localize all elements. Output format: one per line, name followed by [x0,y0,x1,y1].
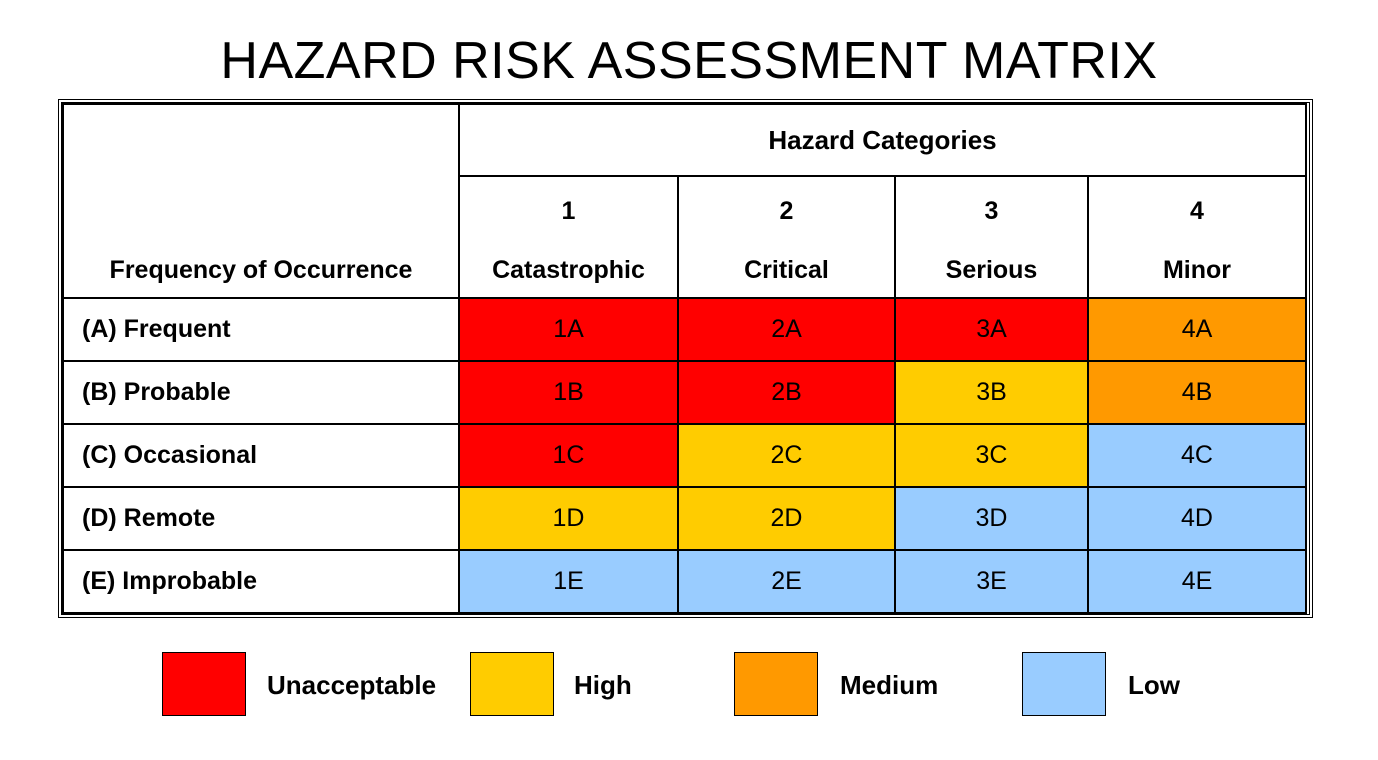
risk-cell: 2A [677,297,896,362]
risk-cell: 2D [677,486,896,551]
risk-cell: 1C [458,423,679,488]
risk-cell: 2E [677,549,896,614]
frequency-label: (B) Probable [62,360,460,425]
matrix-row-b: (B) Probable 1B 2B 3B 4B [62,360,1307,425]
risk-cell: 4A [1087,297,1307,362]
risk-cell: 4B [1087,360,1307,425]
frequency-label: (E) Improbable [62,549,460,614]
matrix-frame [58,99,1313,618]
risk-matrix: Frequency of Occurrence Hazard Categorie… [62,103,1307,614]
category-name: Catastrophic [492,256,645,284]
category-number: 3 [984,197,999,225]
hazard-categories-header: Hazard Categories [458,103,1307,177]
risk-cell: 4D [1087,486,1307,551]
risk-cell: 2C [677,423,896,488]
risk-cell: 3C [894,423,1089,488]
risk-cell: 1E [458,549,679,614]
matrix-row-e: (E) Improbable 1E 2E 3E 4E [62,549,1307,614]
risk-cell: 3E [894,549,1089,614]
legend-swatch-low [1022,652,1106,716]
frequency-label: (D) Remote [62,486,460,551]
risk-cell: 4E [1087,549,1307,614]
risk-cell: 1A [458,297,679,362]
category-number: 1 [561,197,576,225]
page-title: HAZARD RISK ASSESSMENT MATRIX [220,32,1158,90]
legend-swatch-unacceptable [162,652,246,716]
frequency-label: (C) Occasional [62,423,460,488]
legend: Unacceptable High Medium Low [0,652,1378,716]
category-header-3: 3 Serious [894,175,1089,299]
category-name: Critical [744,256,829,284]
legend-label-medium: Medium [840,670,939,700]
category-header-4: 4 Minor [1087,175,1307,299]
risk-cell: 2B [677,360,896,425]
category-number: 4 [1190,197,1204,225]
legend-label-unacceptable: Unacceptable [267,670,437,700]
risk-cell: 1D [458,486,679,551]
matrix-row-c: (C) Occasional 1C 2C 3C 4C [62,423,1307,488]
risk-cell: 3A [894,297,1089,362]
risk-cell: 1B [458,360,679,425]
risk-cell: 3B [894,360,1089,425]
legend-label-low: Low [1128,670,1180,700]
frequency-header: Frequency of Occurrence [62,103,460,299]
category-number: 2 [779,197,794,225]
category-name: Serious [945,256,1038,284]
category-name: Minor [1162,256,1232,284]
legend-swatch-medium [734,652,818,716]
legend-label-high: High [574,670,632,700]
risk-cell: 4C [1087,423,1307,488]
category-header-1: 1 Catastrophic [458,175,679,299]
matrix-row-d: (D) Remote 1D 2D 3D 4D [62,486,1307,551]
frequency-label: (A) Frequent [62,297,460,362]
risk-cell: 3D [894,486,1089,551]
matrix-row-a: (A) Frequent 1A 2A 3A 4A [62,297,1307,362]
legend-swatch-high [470,652,554,716]
category-header-2: 2 Critical [677,175,896,299]
